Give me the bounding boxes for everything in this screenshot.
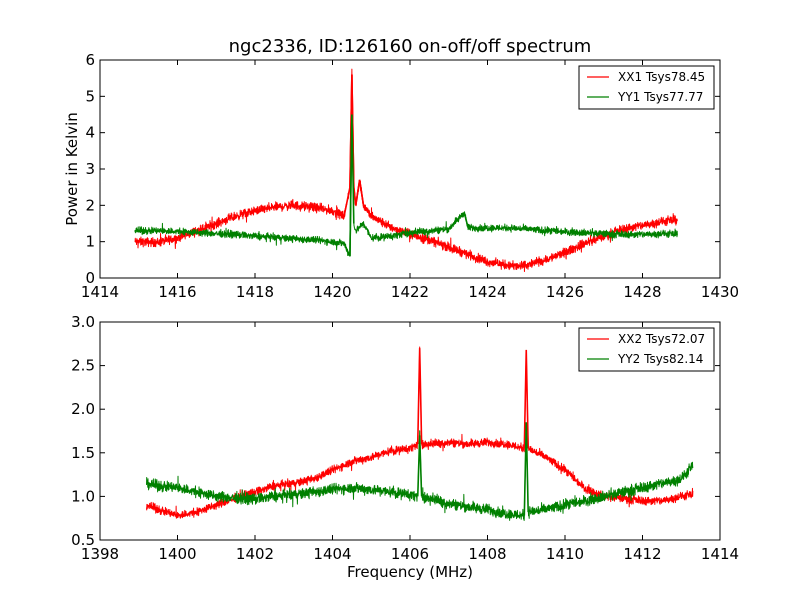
x-tick-label: 1416 (158, 283, 196, 301)
y-tick-label: 5 (85, 87, 95, 105)
y-tick-label: 2.5 (71, 357, 95, 375)
x-tick-label: 1426 (546, 283, 584, 301)
legend: XX1 Tsys78.45 YY1 Tsys77.77 (578, 65, 715, 110)
series-spike (416, 348, 423, 445)
x-tick-label: 1418 (236, 283, 274, 301)
legend-entry-label: XX2 Tsys72.07 (618, 332, 705, 346)
x-axis-label: Frequency (MHz) (347, 563, 473, 581)
x-tick-label: 1414 (701, 545, 739, 563)
y-tick-label: 3.0 (71, 313, 95, 331)
series-spike (349, 114, 355, 257)
y-tick-label: 1 (85, 233, 95, 251)
y-tick-label: 0.5 (71, 531, 95, 549)
x-tick-label: 1424 (468, 283, 506, 301)
series-spike (416, 435, 423, 497)
legend-entry-label: XX1 Tsys78.45 (618, 70, 705, 84)
series-spike (523, 349, 529, 449)
x-tick-label: 1430 (701, 283, 739, 301)
series-spike (362, 204, 392, 228)
x-tick-label: 1412 (623, 545, 661, 563)
y-tick-label: 3 (85, 160, 95, 178)
x-tick-label: 1410 (546, 545, 584, 563)
y-tick-label: 4 (85, 124, 95, 142)
x-tick-label: 1400 (158, 545, 196, 563)
y-tick-label: 2 (85, 196, 95, 214)
y-tick-label: 6 (85, 51, 95, 69)
top-spectrum-panel: 1414 1416 1418 1420 1422 1424 1426 1428 1430 0 1 2 3… (63, 51, 739, 301)
bottom-spectrum-panel: 1398 1400 1402 1404 1406 1408 1410 1412 1414 0.5 1… (71, 313, 739, 581)
series-spike (523, 422, 529, 516)
figure-title: ngc2336, ID:126160 on-off/off spectrum (229, 36, 592, 57)
y-tick-label: 1.0 (71, 487, 95, 505)
x-tick-label: 1408 (468, 545, 506, 563)
x-tick-label: 1414 (81, 283, 119, 301)
y-tick-label: 0 (85, 269, 95, 287)
x-tick-label: 1402 (236, 545, 274, 563)
legend-entry-label: YY1 Tsys77.77 (617, 90, 703, 104)
x-tick-label: 1398 (81, 545, 119, 563)
series-spike (448, 210, 469, 230)
y-axis-label: Power in Kelvin (63, 112, 81, 226)
legend-entry-label: YY2 Tsys82.14 (617, 352, 703, 366)
x-tick-label: 1406 (391, 545, 429, 563)
x-tick-label: 1420 (313, 283, 351, 301)
legend: XX2 Tsys72.07 YY2 Tsys82.14 (578, 327, 715, 372)
y-tick-label: 1.5 (71, 444, 95, 462)
x-tick-label: 1404 (313, 545, 351, 563)
x-tick-label: 1422 (391, 283, 429, 301)
x-tick-label: 1428 (623, 283, 661, 301)
series-line-yy1 (134, 114, 678, 257)
series-line-yy2 (146, 426, 694, 521)
y-tick-label: 2.0 (71, 400, 95, 418)
